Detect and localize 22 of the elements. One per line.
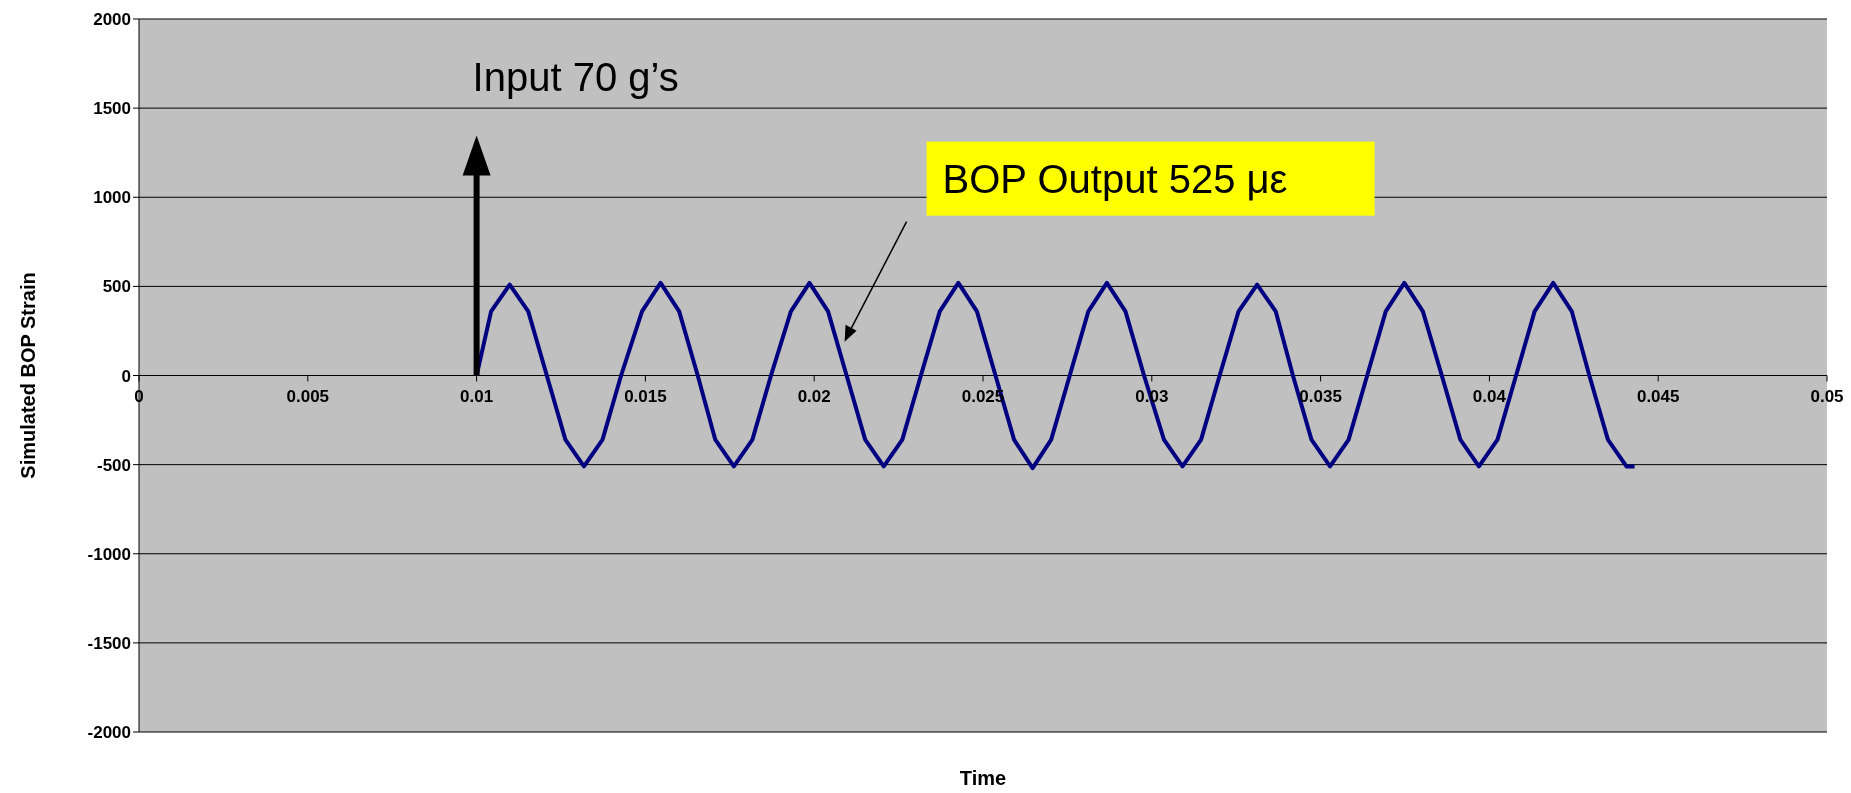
x-tick-label: 0.045 [1636,386,1680,406]
x-tick-label: 0.035 [1299,386,1342,406]
x-tick-label: 0.04 [1472,386,1507,406]
y-tick-label: 0 [121,366,131,386]
x-tick-label: 0.05 [1810,386,1844,406]
y-tick-label: -1500 [87,633,131,653]
y-tick-label: -500 [96,455,131,475]
y-tick-label: -1000 [87,544,131,564]
x-tick-label: 0 [134,386,144,406]
x-axis-title: Time [959,767,1007,789]
annotation: BOP Output 525 με [942,156,1288,201]
y-tick-label: 500 [102,277,131,297]
y-axis-title: Simulated BOP Strain [17,272,40,479]
annotation: Input 70 g’s [472,54,679,99]
y-tick-label: 1500 [93,99,131,119]
y-tick-label: -2000 [87,723,131,743]
y-tick-label: 1000 [93,188,131,208]
y-tick-label: 2000 [93,10,131,30]
x-tick-label: 0.02 [797,386,831,406]
x-tick-label: 0.005 [286,386,330,406]
x-tick-label: 0.015 [624,386,667,406]
x-tick-label: 0.01 [460,386,494,406]
